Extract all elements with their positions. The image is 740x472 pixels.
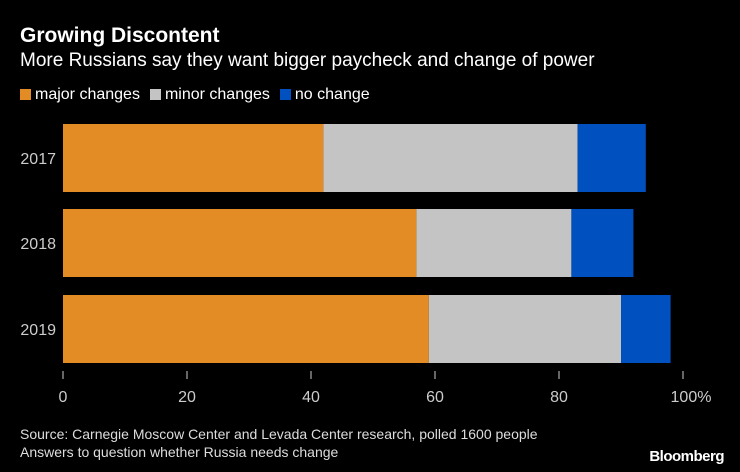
source-note: Source: Carnegie Moscow Center and Levad… — [20, 426, 538, 460]
bar-2017-no-change — [577, 124, 646, 192]
x-tick-label: 40 — [302, 389, 320, 406]
bar-2019-major-changes — [63, 295, 429, 363]
bar-2017-major-changes — [63, 124, 324, 192]
legend: major changes minor changes no change — [20, 86, 370, 104]
legend-item-major: major changes — [20, 86, 140, 104]
bar-2018-minor-changes — [416, 209, 572, 277]
chart-title: Growing Discontent — [20, 24, 220, 47]
x-tick-label: 20 — [178, 389, 196, 406]
bar-2018-major-changes — [63, 209, 417, 277]
x-tick-label: 100% — [671, 389, 712, 406]
bar-2019-minor-changes — [428, 295, 621, 363]
x-tick-label: 0 — [59, 389, 68, 406]
bar-2019-no-change — [621, 295, 671, 363]
legend-item-none: no change — [279, 86, 370, 104]
chart-subtitle: More Russians say they want bigger paych… — [20, 50, 595, 71]
category-label: 2018 — [20, 236, 56, 253]
category-label: 2019 — [20, 322, 56, 339]
bar-2018-no-change — [571, 209, 634, 277]
category-label: 2017 — [20, 151, 56, 168]
legend-item-minor: minor changes — [149, 86, 270, 104]
bloomberg-logo: Bloomberg — [649, 448, 724, 465]
bar-2017-minor-changes — [323, 124, 578, 192]
x-tick-label: 80 — [550, 389, 568, 406]
x-tick-label: 60 — [426, 389, 444, 406]
